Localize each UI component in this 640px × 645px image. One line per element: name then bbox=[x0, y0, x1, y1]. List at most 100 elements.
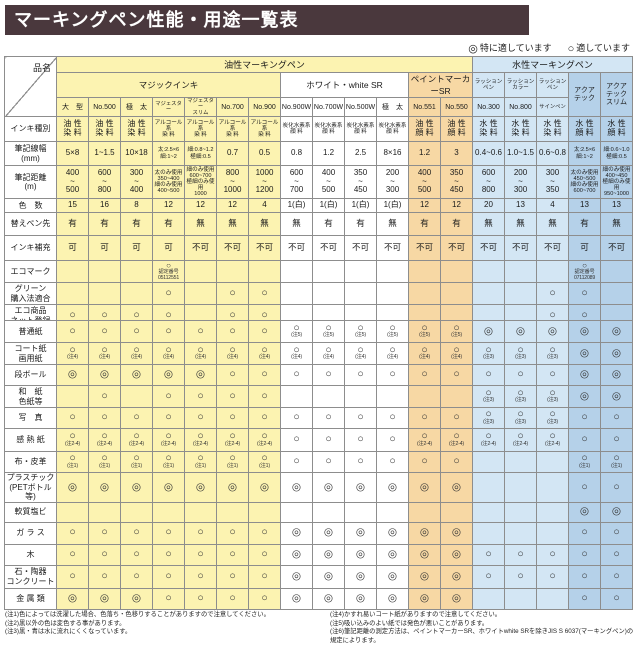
circle-icon: ○ bbox=[165, 286, 172, 299]
table-cell: 1(白) bbox=[344, 198, 377, 213]
row-label: 感 熱 紙 bbox=[4, 428, 57, 452]
double-circle-icon: ◎ bbox=[99, 591, 110, 604]
column-header: マジェスター スリム bbox=[184, 97, 217, 117]
table-cell: ◎ bbox=[568, 364, 601, 386]
circle-icon: ○ bbox=[293, 433, 300, 446]
table-row: 和 紙色紙等 ○ ○ ○ ○ ○ ○ (注3) ○ (注3) ○ (注3) ◎ ◎ bbox=[4, 385, 633, 408]
legend: ◎ 特に適しています ○ 適しています bbox=[468, 41, 630, 55]
table-cell: ○ bbox=[568, 407, 601, 429]
table-cell: 不可 bbox=[600, 235, 633, 261]
table-cell: ○ bbox=[152, 407, 185, 429]
double-circle-icon: ◎ bbox=[451, 591, 462, 604]
circle-icon: ○ bbox=[261, 547, 268, 560]
table-cell: 1000 ~1200 bbox=[248, 165, 281, 199]
table-cell: ○ (注2-4) bbox=[216, 428, 249, 452]
circle-icon: ○ bbox=[613, 547, 620, 560]
table-cell: 不可 bbox=[472, 235, 505, 261]
table-cell: アルコール系染 料 bbox=[216, 116, 249, 142]
circle-icon: ○ bbox=[357, 411, 364, 424]
column-header: No.700 bbox=[216, 97, 249, 117]
circle-icon: ○ bbox=[101, 430, 108, 443]
table-cell: 不可 bbox=[216, 235, 249, 261]
table-row: 筆記距離 (m) 400 ~500 600 ~800 300 ~400 太のみ使用 350~400… bbox=[4, 165, 633, 199]
circle-icon: ○ bbox=[581, 526, 588, 539]
table-cell: 可 bbox=[568, 235, 601, 261]
table-cell: ○ bbox=[216, 320, 249, 343]
table-cell bbox=[504, 521, 537, 545]
cell-note: (注4) bbox=[323, 354, 334, 361]
table-row: 感 熱 紙 ○ (注2-4) ○ (注2-4) ○ (注2-4) ○ (注2-4) ○ (注2-4)… bbox=[4, 428, 633, 452]
circle-icon: ○ bbox=[101, 308, 108, 321]
table-cell: ○ (注3) bbox=[536, 407, 569, 429]
table-cell bbox=[408, 282, 441, 305]
table-cell bbox=[216, 260, 249, 283]
row-label: 金 属 類 bbox=[4, 587, 57, 610]
table-cell: ○ (注5) bbox=[280, 320, 313, 343]
double-circle-icon: ◎ bbox=[323, 526, 334, 539]
table-cell: ◎ bbox=[376, 564, 409, 589]
double-circle-icon: ◎ bbox=[131, 591, 142, 604]
cell-note: (注2-4) bbox=[449, 440, 464, 447]
table-cell: 1~1.5 bbox=[88, 141, 121, 166]
table-cell: 2.5 bbox=[344, 141, 377, 166]
circle-icon: ○ bbox=[389, 368, 396, 381]
table-cell: ○ (注4) bbox=[280, 342, 313, 365]
circle-icon: ○ bbox=[133, 308, 140, 321]
cell-note: (注4) bbox=[195, 354, 206, 361]
table-cell: 有 bbox=[312, 212, 345, 236]
table-cell bbox=[88, 260, 121, 283]
circle-icon: ○ bbox=[229, 343, 236, 356]
circle-icon: ○ bbox=[229, 286, 236, 299]
table-cell: 不可 bbox=[504, 235, 537, 261]
table-cell: ○ bbox=[536, 282, 569, 305]
circle-icon: ○ bbox=[261, 368, 268, 381]
table-cell: ◎ bbox=[568, 320, 601, 343]
table-cell bbox=[504, 282, 537, 305]
cell-note: (注5) bbox=[451, 332, 462, 339]
cell-note: (注3) bbox=[515, 418, 526, 425]
table-cell: 600 ~800 bbox=[88, 165, 121, 199]
table-cell: ○ bbox=[216, 364, 249, 386]
table-cell: ○ (注1) bbox=[600, 451, 633, 473]
cell-note: (注4) bbox=[387, 354, 398, 361]
table-cell: 12 bbox=[152, 198, 185, 213]
circle-icon: ○ bbox=[165, 343, 172, 356]
column-header: 大 型 bbox=[56, 97, 89, 117]
table-cell: ○ (注4) bbox=[248, 342, 281, 365]
table-cell: 4 bbox=[248, 198, 281, 213]
table-cell: ○ bbox=[56, 407, 89, 429]
subgroup-header: ラッション ペン bbox=[536, 72, 569, 98]
table-cell: ○ bbox=[56, 564, 89, 589]
circle-icon: ○ bbox=[229, 569, 236, 582]
circle-icon: ○ bbox=[421, 430, 428, 443]
table-cell: 有 bbox=[408, 212, 441, 236]
table-cell: 不可 bbox=[280, 235, 313, 261]
table-cell: 無 bbox=[376, 212, 409, 236]
cell-note: 07112089 bbox=[573, 274, 596, 281]
circle-icon: ○ bbox=[485, 430, 492, 443]
footnotes-left: (注1)色によっては洗濯した場合、色落ち・色移りすることがありますので注意してく… bbox=[5, 611, 325, 637]
row-label: 筆記距離 (m) bbox=[4, 165, 57, 199]
table-cell: 不可 bbox=[408, 235, 441, 261]
cell-note: (注5) bbox=[291, 332, 302, 339]
double-circle-icon: ◎ bbox=[99, 480, 110, 493]
table-cell: ○ bbox=[504, 564, 537, 589]
column-header: No.900W bbox=[280, 97, 313, 117]
table-cell: 0.8 bbox=[280, 141, 313, 166]
table-cell: ○ bbox=[280, 364, 313, 386]
double-circle-icon: ◎ bbox=[131, 480, 142, 493]
table-cell: 不可 bbox=[536, 235, 569, 261]
product-name-corner: 品名 bbox=[4, 56, 57, 117]
circle-icon: ○ bbox=[325, 343, 332, 356]
double-circle-icon: ◎ bbox=[355, 591, 366, 604]
table-cell: ○ bbox=[600, 543, 633, 566]
cell-note: 05112551 bbox=[157, 274, 180, 281]
footnote: (注2)黒以外の色は変色する事があります。 bbox=[5, 619, 126, 627]
circle-icon: ○ bbox=[197, 569, 204, 582]
circle-icon: ○ bbox=[613, 480, 620, 493]
circle-icon: ○ bbox=[261, 286, 268, 299]
table-cell: 12 bbox=[216, 198, 249, 213]
circle-icon: ○ bbox=[133, 430, 140, 443]
cell-note: (注2-4) bbox=[257, 440, 272, 447]
table-cell: アルコール系染 料 bbox=[248, 116, 281, 142]
